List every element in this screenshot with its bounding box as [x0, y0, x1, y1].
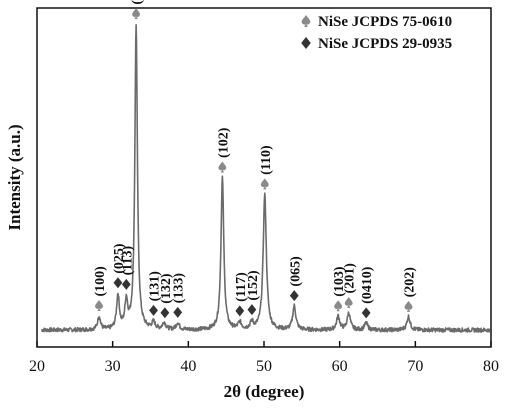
spade-marker-icon	[344, 296, 353, 308]
diamond-marker-icon	[160, 307, 170, 319]
peak-annotation: (113)	[120, 245, 135, 290]
peak-annotation: (103)	[332, 266, 347, 312]
diamond-marker-icon	[247, 304, 257, 316]
peak-annotation: (0410)	[360, 266, 375, 319]
legend-label: NiSe JCPDS 75-0610	[318, 14, 452, 30]
peak-annotation: (065)	[288, 256, 303, 302]
peak-annotations: (100) (025)(113) (101) (131)(132)(133) (102)…	[93, 0, 418, 319]
x-tick-label-20: 20	[29, 358, 45, 375]
peak-annotation: (131)	[148, 271, 163, 316]
peak-label: (202)	[403, 267, 418, 298]
peak-annotation: (201)	[343, 263, 358, 308]
peak-label: (065)	[288, 256, 303, 287]
spade-marker-icon	[260, 178, 269, 190]
peak-annotation: (202)	[403, 267, 418, 312]
peak-label: (117)	[234, 272, 249, 302]
peak-annotation: (152)	[246, 270, 261, 316]
diamond-marker-icon	[289, 290, 299, 302]
spade-marker-icon	[95, 300, 103, 312]
legend-entry: NiSe JCPDS 75-0610	[301, 14, 452, 30]
diamond-marker-icon	[235, 305, 245, 317]
y-axis-label: Intensity (a.u.)	[5, 124, 24, 230]
x-tick-label-50: 50	[256, 358, 272, 375]
peak-label: (100)	[93, 266, 108, 297]
diamond-marker-icon	[301, 37, 311, 49]
peak-annotation: (102)	[216, 127, 231, 173]
x-axis-tick-labels: 20 30 40 50 60 70 80	[29, 358, 499, 375]
diamond-marker-icon	[361, 307, 371, 319]
xrd-pattern-line	[41, 23, 491, 333]
peak-annotation: (117)	[234, 272, 249, 317]
peak-label: (101)	[130, 0, 145, 5]
spade-marker-icon	[301, 15, 311, 27]
spade-marker-icon	[404, 300, 413, 312]
peak-annotation: (101)	[130, 0, 145, 20]
spade-marker-icon	[218, 161, 227, 173]
x-axis-ticks	[36, 341, 492, 347]
x-axis-label: 2θ (degree)	[224, 382, 305, 401]
legend: NiSe JCPDS 75-0610 NiSe JCPDS 29-0935	[301, 14, 452, 52]
peak-label: (201)	[343, 263, 358, 294]
diamond-marker-icon	[173, 306, 183, 318]
peak-annotation: (100)	[93, 266, 108, 312]
peak-label: (103)	[332, 266, 347, 297]
x-tick-label-30: 30	[105, 358, 121, 375]
peak-label: (131)	[148, 271, 163, 302]
spade-marker-icon	[334, 300, 343, 312]
peak-label: (132)	[159, 273, 174, 304]
x-tick-label-70: 70	[407, 358, 423, 375]
peak-annotation: (110)	[259, 145, 274, 190]
peak-label: (102)	[216, 127, 231, 158]
peak-label: (0410)	[360, 266, 375, 304]
legend-entry: NiSe JCPDS 29-0935	[301, 36, 452, 52]
peak-label: (025)	[112, 243, 127, 274]
peak-label: (110)	[259, 145, 274, 175]
peak-label: (113)	[120, 245, 135, 275]
peak-label: (133)	[172, 273, 187, 304]
peak-annotation: (025)	[112, 243, 127, 289]
x-tick-label-40: 40	[180, 358, 196, 375]
legend-label: NiSe JCPDS 29-0935	[318, 36, 452, 52]
peak-annotation: (132)	[159, 273, 174, 319]
diamond-marker-icon	[121, 278, 131, 290]
diamond-marker-icon	[113, 277, 123, 289]
x-tick-label-80: 80	[483, 358, 499, 375]
diamond-marker-icon	[149, 304, 158, 316]
x-tick-label-60: 60	[332, 358, 348, 375]
spade-marker-icon	[132, 8, 141, 20]
peak-label: (152)	[246, 270, 261, 301]
peak-annotation: (133)	[172, 273, 187, 318]
